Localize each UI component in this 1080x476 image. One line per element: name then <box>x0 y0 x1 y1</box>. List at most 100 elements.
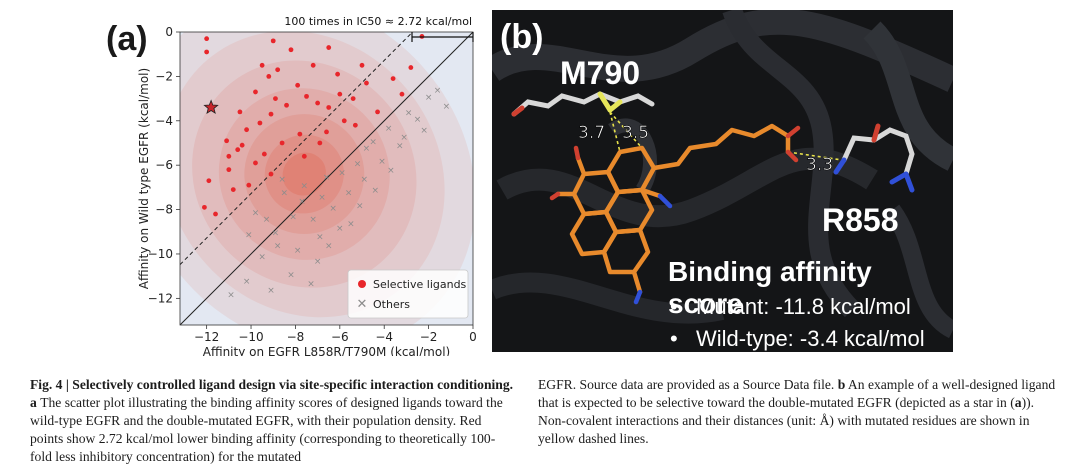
others-point: × <box>314 257 322 267</box>
ribbon-shape <box>492 10 953 92</box>
density-contour <box>282 152 327 196</box>
selective-point <box>275 67 281 73</box>
others-point: × <box>289 213 297 223</box>
density-contour <box>244 114 365 234</box>
selective-point <box>213 211 218 217</box>
mutant-score-text: Mutant: -11.8 kcal/mol <box>696 294 911 319</box>
selective-point <box>324 129 329 135</box>
density-contour <box>264 134 344 214</box>
selective-point <box>226 167 232 173</box>
others-point: × <box>405 108 413 118</box>
others-point: × <box>414 115 422 125</box>
legend-others-label: Others <box>373 298 410 311</box>
others-point: × <box>338 168 346 178</box>
selective-point <box>315 100 321 106</box>
caption-b-label: b <box>837 377 846 392</box>
others-point: × <box>252 208 260 218</box>
density-contour <box>180 32 473 325</box>
y-tick-label: −8 <box>155 203 173 217</box>
others-point: × <box>287 270 295 280</box>
selective-point <box>239 142 245 148</box>
selective-point <box>341 118 347 124</box>
others-point: × <box>281 188 289 198</box>
others-point: × <box>347 219 355 229</box>
caption-fig-label: Fig. 4 | <box>30 377 73 392</box>
caption-col2-text3: )). Non-covalent interactions and their … <box>538 395 1035 446</box>
others-point: × <box>369 137 377 147</box>
ribbon-shape <box>492 272 725 324</box>
residue-r858-label: R858 <box>822 202 899 238</box>
caption-column-1: Fig. 4 | Selectively controlled ligand d… <box>30 376 515 466</box>
others-point: × <box>400 133 408 143</box>
others-point: × <box>301 182 309 192</box>
bullet: • <box>670 294 678 319</box>
panel-a-label: (a) <box>106 20 148 58</box>
selective-point <box>337 91 343 97</box>
y-tick-label: −4 <box>155 114 173 128</box>
others-point: × <box>385 124 393 134</box>
y-tick-label: −12 <box>148 291 173 305</box>
bullet: • <box>670 326 678 351</box>
selective-point <box>268 111 274 117</box>
protein-background: 3.7 3.5 3.3 <box>492 10 953 352</box>
caption-column-2: EGFR. Source data are provided as a Sour… <box>538 376 1063 448</box>
selective-point <box>204 49 210 55</box>
selective-point <box>399 91 405 97</box>
selective-point <box>359 62 365 68</box>
panel-b-molecule-render: 3.7 3.5 3.3 (b) M790 R858 Binding affini… <box>492 10 953 352</box>
selective-point <box>304 93 309 99</box>
selective-point <box>350 96 356 101</box>
selective-point <box>326 105 332 110</box>
others-point: × <box>345 188 353 198</box>
selective-point <box>224 138 230 144</box>
selective-point <box>364 80 369 86</box>
density-contour <box>180 32 445 318</box>
x-tick-label: −2 <box>420 330 438 344</box>
selective-point <box>246 182 252 188</box>
others-point: × <box>425 93 433 103</box>
selective-point <box>310 62 316 68</box>
others-point: × <box>316 233 324 243</box>
selective-point <box>259 62 265 68</box>
others-point: × <box>243 277 251 287</box>
others-point: × <box>325 242 333 252</box>
selective-point <box>352 122 358 128</box>
y-tick-label: −6 <box>155 158 173 172</box>
x-tick-label: 0 <box>469 330 477 344</box>
others-point: × <box>363 144 371 154</box>
others-point: × <box>318 193 326 203</box>
legend: Selective ligands ✕ Others <box>347 269 469 319</box>
selective-point <box>408 65 414 70</box>
others-point: × <box>272 228 280 238</box>
density-contours <box>180 32 473 325</box>
density-contour <box>192 60 417 288</box>
legend-others-marker: ✕ <box>357 297 368 312</box>
others-point: × <box>294 246 302 256</box>
caption-col2-text2: An example of a well-designed ligand tha… <box>538 377 1056 410</box>
x-tick-label: −8 <box>287 330 305 344</box>
m790-residue-sticks <box>511 91 655 117</box>
selective-point <box>301 153 307 159</box>
others-point: × <box>396 142 404 152</box>
selective-point <box>230 187 236 192</box>
selective-point <box>295 82 301 88</box>
selective-point <box>244 127 249 133</box>
selective-point <box>270 38 276 44</box>
others-point: × <box>263 215 271 225</box>
others-point: × <box>245 230 253 240</box>
selective-point <box>253 160 258 166</box>
selective-point <box>273 96 278 101</box>
panel-b-label: (b) <box>500 18 544 56</box>
legend-selective-marker <box>358 280 366 288</box>
mutant-score: • Mutant: -11.8 kcal/mol <box>670 294 911 320</box>
selective-point <box>266 73 272 79</box>
ic50-annotation-text: 100 times in IC50 ≈ 2.72 kcal/mol <box>284 15 472 28</box>
ribbon-shape <box>863 21 953 171</box>
selective-point <box>297 131 303 137</box>
selective-point <box>279 140 285 146</box>
reference-lines <box>180 32 473 325</box>
ligand-sticks <box>555 123 791 295</box>
others-point: × <box>372 186 380 196</box>
others-point: × <box>323 173 331 183</box>
distance-label-2: 3.5 <box>622 123 649 143</box>
